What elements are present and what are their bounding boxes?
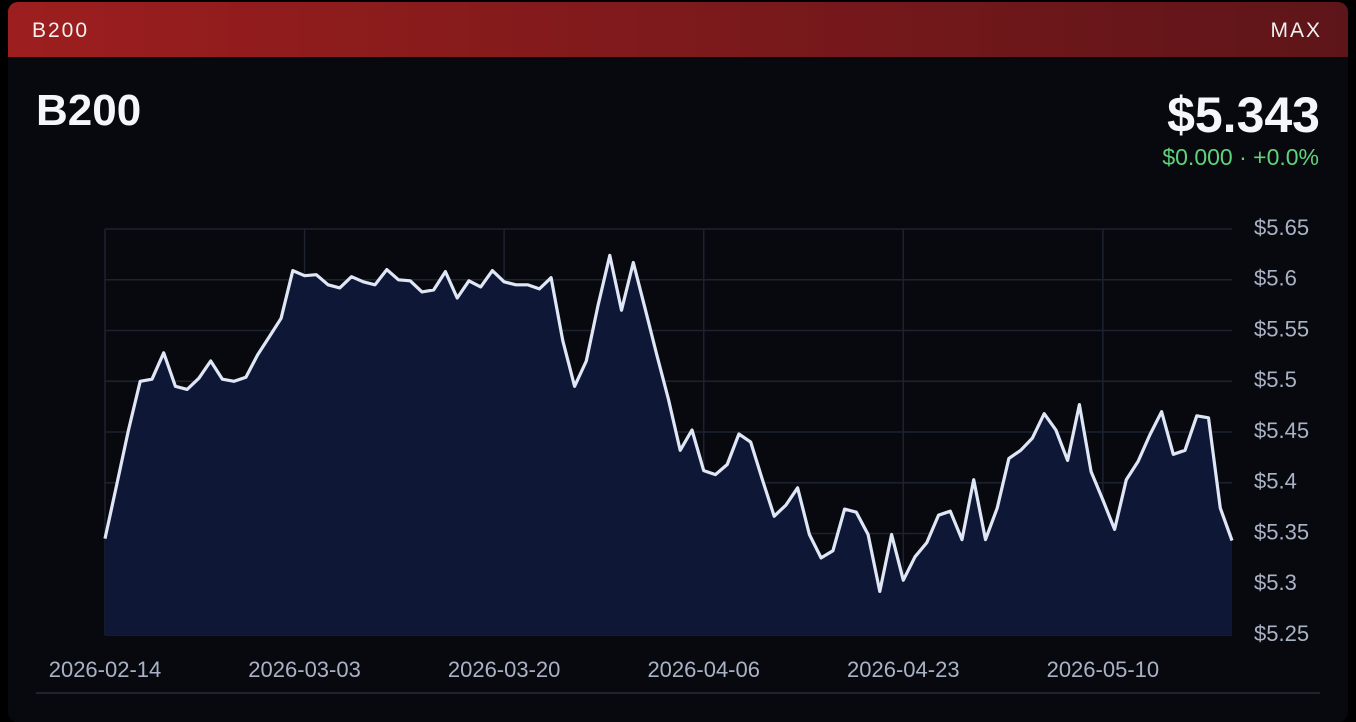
x-tick-label: 2026-05-10 (1047, 657, 1160, 682)
x-tick-label: 2026-03-03 (248, 657, 361, 682)
x-tick-label: 2026-03-20 (448, 657, 561, 682)
y-tick-label: $5.5 (1254, 367, 1297, 392)
y-tick-label: $5.4 (1254, 469, 1297, 494)
y-tick-label: $5.55 (1254, 316, 1309, 341)
y-tick-label: $5.3 (1254, 570, 1297, 595)
y-tick-label: $5.25 (1254, 621, 1309, 646)
header-bar: B200 MAX (8, 2, 1348, 57)
y-tick-label: $5.65 (1254, 215, 1309, 240)
x-tick-label: 2026-04-06 (647, 657, 760, 682)
y-tick-label: $5.6 (1254, 266, 1297, 291)
x-tick-label: 2026-02-14 (49, 657, 162, 682)
x-tick-label: 2026-04-23 (847, 657, 960, 682)
line (103, 253, 1234, 593)
range-button[interactable]: MAX (1270, 19, 1322, 42)
y-tick-label: $5.45 (1254, 418, 1309, 443)
change: $0.000 · +0.0% (1162, 144, 1319, 170)
price: $5.343 (1167, 87, 1320, 143)
header-label: B200 (32, 19, 90, 42)
area (105, 255, 1232, 635)
y-tick-label: $5.35 (1254, 519, 1309, 544)
title: B200 (36, 86, 142, 135)
